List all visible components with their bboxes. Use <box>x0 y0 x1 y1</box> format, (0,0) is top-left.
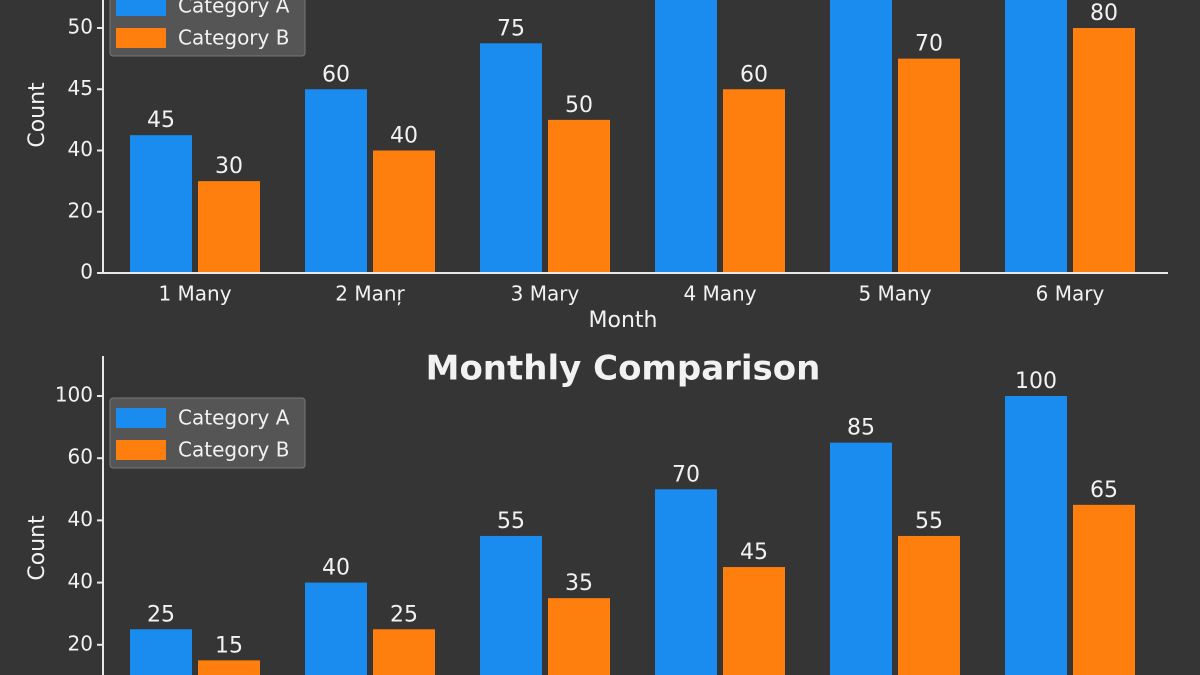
x-tick-label: 2 Manŗ <box>335 282 405 306</box>
legend-label: Category A <box>178 0 290 18</box>
x-tick-label: 5 Many <box>858 282 931 306</box>
legend-swatch <box>116 28 166 48</box>
bar <box>548 119 610 273</box>
bar <box>548 598 610 675</box>
bar <box>830 442 892 675</box>
y-tick-label: 100 <box>55 383 93 407</box>
bar <box>198 181 260 273</box>
bar <box>655 0 717 273</box>
y-tick-label: 0 <box>80 260 93 284</box>
bar <box>1073 28 1135 273</box>
chart-panel: Count02040455045607590951003040506070801… <box>25 0 1168 333</box>
data-label: 60 <box>740 62 768 87</box>
data-label: 25 <box>390 602 418 627</box>
x-axis-label: Month <box>589 308 658 333</box>
y-axis-label: Count <box>25 82 50 148</box>
bar <box>830 0 892 273</box>
y-tick-label: 45 <box>68 76 93 100</box>
data-label: 70 <box>672 462 700 487</box>
legend-swatch <box>116 440 166 460</box>
chart-title: Monthly Comparison <box>426 349 821 389</box>
data-label: 45 <box>147 108 175 133</box>
data-label: 100 <box>1015 369 1057 394</box>
legend-swatch <box>116 408 166 428</box>
data-label: 55 <box>497 509 525 534</box>
chart-panel: Monthly Comparison Count 20 40 40 60 100 25 40 55… <box>25 349 1135 675</box>
legend-label: Category B <box>178 26 289 50</box>
legend-label: Category A <box>178 406 290 430</box>
bar <box>373 150 435 273</box>
y-tick-label: 20 <box>68 631 93 655</box>
data-label: 45 <box>740 540 768 565</box>
bar <box>723 89 785 273</box>
bar <box>655 489 717 675</box>
data-label: 85 <box>847 416 875 441</box>
data-label: 60 <box>322 62 350 87</box>
y-tick-label: 20 <box>68 198 93 222</box>
data-label: 50 <box>565 93 593 118</box>
x-tick-label: 3 Mary <box>511 282 580 306</box>
data-label: 40 <box>322 556 350 581</box>
bar <box>305 582 367 675</box>
y-tick-label: 50 <box>68 15 93 39</box>
y-tick-label: 40 <box>68 507 93 531</box>
bar <box>373 629 435 675</box>
bar <box>1005 396 1067 675</box>
data-label: 15 <box>215 633 243 658</box>
data-label: 80 <box>1090 1 1118 26</box>
bar <box>305 89 367 273</box>
data-label: 35 <box>565 571 593 596</box>
data-label: 70 <box>915 32 943 57</box>
legend-swatch <box>116 0 166 16</box>
bar <box>480 43 542 273</box>
y-tick-label: 60 <box>68 445 93 469</box>
y-tick-label: 40 <box>68 569 93 593</box>
x-tick-label: 1 Many <box>158 282 231 306</box>
bar <box>898 535 960 675</box>
bar <box>198 660 260 675</box>
bar <box>480 535 542 675</box>
data-label: 55 <box>915 509 943 534</box>
x-tick-label: 6 Mary <box>1036 282 1105 306</box>
data-label: 30 <box>215 154 243 179</box>
bar <box>130 629 192 675</box>
y-axis-label: Count <box>25 515 50 581</box>
data-label: 40 <box>390 124 418 149</box>
bar <box>1005 0 1067 273</box>
data-label: 75 <box>497 16 525 41</box>
bar <box>130 135 192 273</box>
bar <box>898 58 960 273</box>
bar <box>1073 504 1135 675</box>
data-label: 25 <box>147 602 175 627</box>
data-label: 65 <box>1090 478 1118 503</box>
legend-label: Category B <box>178 438 289 462</box>
bar <box>723 567 785 675</box>
x-tick-label: 4 Many <box>683 282 756 306</box>
y-tick-label: 40 <box>68 137 93 161</box>
